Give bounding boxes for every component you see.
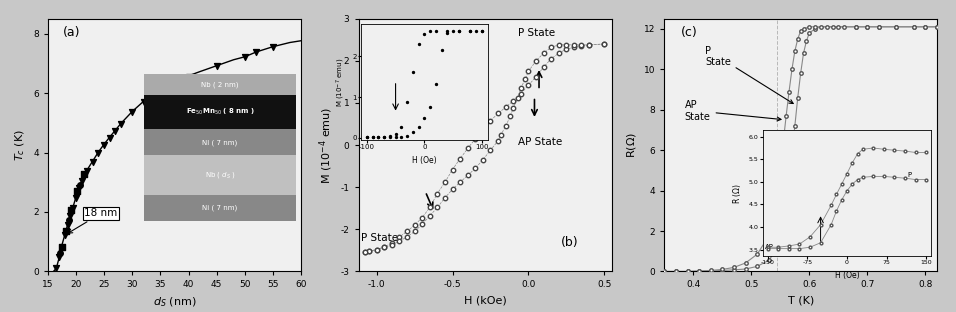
Point [249,50,264,55]
Y-axis label: M (10$^{-4}$ emu): M (10$^{-4}$ emu) [317,106,335,184]
Point [54,245,70,250]
Point [102,135,118,140]
Point [53,251,68,256]
Point [124,110,140,115]
Y-axis label: R($\Omega$): R($\Omega$) [625,132,639,158]
X-axis label: $d_S$ (nm): $d_S$ (nm) [153,295,196,309]
Point [181,74,196,79]
Point [70,188,85,193]
Point [108,129,123,134]
Point [169,79,185,84]
X-axis label: T (K): T (K) [788,295,814,305]
Text: P State: P State [518,28,555,38]
Point [63,214,78,219]
Point [73,182,88,187]
Y-axis label: $T_c$ (K): $T_c$ (K) [14,129,28,161]
Point [74,178,89,183]
Text: (a): (a) [63,26,80,39]
Point [209,64,225,69]
Point [76,171,92,176]
Point [97,143,112,148]
Point [64,208,79,213]
Point [60,223,76,228]
Text: (b): (b) [561,236,578,249]
Text: AP State: AP State [518,137,562,147]
Point [61,218,76,223]
Point [153,88,168,93]
Text: P State: P State [361,233,398,243]
Point [71,186,86,191]
Point [136,100,151,105]
Point [49,266,64,271]
Point [58,229,74,234]
Text: 18 nm: 18 nm [68,208,118,233]
Text: (c): (c) [681,26,698,39]
Point [57,233,73,238]
Point [266,45,281,50]
Text: P
State: P State [705,46,793,104]
Point [91,151,106,156]
Point [237,55,252,60]
Text: AP
State: AP State [684,100,781,122]
Point [79,168,95,173]
Point [114,122,129,127]
X-axis label: H (kOe): H (kOe) [464,295,507,305]
Point [68,195,83,200]
Point [65,205,80,210]
Point [85,159,100,164]
Point [52,255,67,260]
